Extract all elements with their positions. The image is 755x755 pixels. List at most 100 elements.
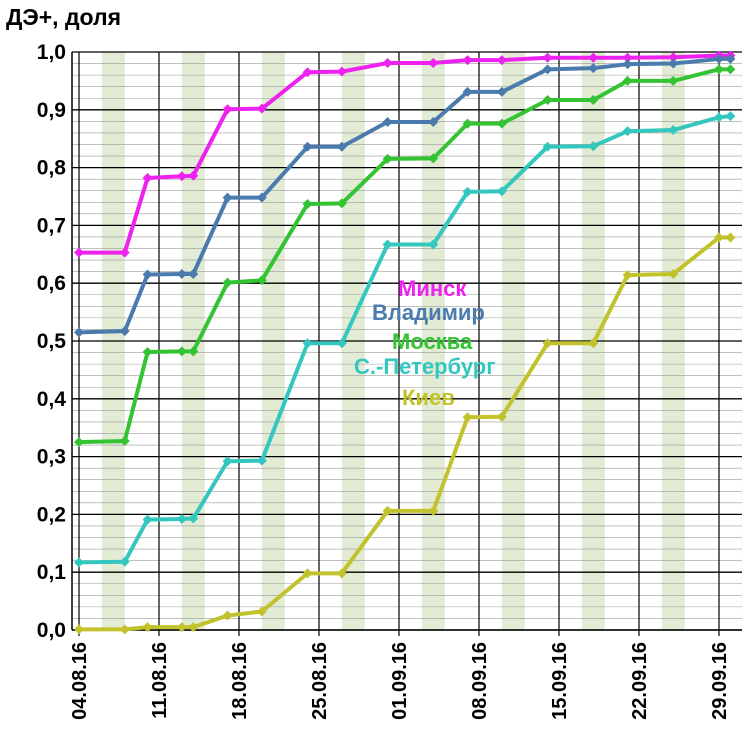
x-tick-label: 01.09.16	[389, 642, 411, 720]
data-point	[428, 57, 439, 68]
data-point	[222, 104, 233, 115]
data-point	[336, 141, 347, 152]
data-point	[382, 505, 393, 516]
data-point	[119, 326, 130, 337]
data-point	[382, 153, 393, 164]
y-tick-label: 0,7	[37, 214, 66, 237]
legend-entry: Москва	[392, 329, 473, 354]
data-point	[496, 55, 507, 66]
data-point	[188, 170, 199, 181]
data-point	[622, 270, 633, 281]
data-point	[142, 269, 153, 280]
data-point	[725, 64, 736, 75]
data-point	[542, 338, 553, 349]
data-point	[714, 64, 724, 75]
data-point	[714, 112, 724, 123]
data-point	[336, 338, 347, 349]
data-point	[462, 86, 473, 97]
data-point	[668, 58, 679, 69]
data-point	[119, 556, 130, 567]
data-point	[714, 53, 724, 64]
legend-entry: Владимир	[372, 300, 485, 325]
data-point	[462, 55, 473, 66]
data-point	[496, 186, 507, 197]
y-tick-label: 0,5	[37, 330, 67, 353]
data-point	[256, 606, 267, 617]
x-tick-label: 15.09.16	[549, 642, 571, 720]
legend-entry: Киев	[402, 385, 455, 410]
data-point	[74, 624, 84, 635]
data-point	[176, 346, 187, 357]
data-point	[725, 232, 736, 243]
data-point	[74, 327, 84, 338]
y-tick-label: 0,9	[37, 99, 66, 122]
y-tick-label: 0,4	[37, 388, 67, 411]
data-point	[428, 505, 439, 516]
data-point	[588, 338, 599, 349]
data-point	[382, 57, 393, 68]
data-point	[142, 346, 153, 357]
x-tick-label: 11.08.16	[149, 642, 171, 719]
data-point	[668, 268, 679, 279]
data-point	[542, 52, 553, 63]
data-point	[302, 141, 313, 152]
data-point	[668, 125, 679, 136]
data-point	[176, 171, 187, 182]
y-tick-label: 1,0	[37, 41, 66, 64]
x-tick-label: 29.09.16	[709, 642, 731, 720]
data-point	[188, 622, 199, 633]
data-point	[176, 268, 187, 279]
y-tick-label: 0,8	[37, 157, 67, 180]
data-point	[622, 75, 633, 86]
data-point	[542, 141, 553, 152]
data-point	[725, 111, 736, 122]
data-point	[496, 411, 507, 422]
data-point	[588, 94, 599, 105]
data-point	[462, 412, 473, 423]
data-point	[222, 456, 233, 467]
x-tick-label: 22.09.16	[629, 642, 651, 720]
data-point	[142, 514, 153, 525]
data-point	[714, 232, 724, 243]
data-point	[496, 118, 507, 129]
data-point	[222, 610, 233, 621]
data-point	[302, 338, 313, 349]
data-point	[176, 514, 187, 525]
data-point	[382, 116, 393, 127]
data-point	[336, 568, 347, 579]
data-point	[74, 247, 84, 258]
data-point	[74, 437, 84, 448]
data-point	[542, 64, 553, 75]
y-tick-label: 0,2	[37, 503, 66, 526]
data-point	[382, 239, 393, 250]
legend-entry: С.-Петербург	[354, 354, 495, 379]
data-point	[119, 624, 130, 635]
data-point	[256, 275, 267, 286]
data-point	[256, 455, 267, 466]
data-point	[622, 52, 633, 63]
x-tick-label: 25.08.16	[309, 642, 331, 720]
data-point	[74, 557, 84, 568]
data-point	[588, 141, 599, 152]
data-point	[336, 66, 347, 77]
x-tick-label: 18.08.16	[229, 642, 251, 720]
data-point	[622, 126, 633, 137]
data-point	[542, 94, 553, 105]
data-point	[725, 53, 736, 64]
data-point	[462, 186, 473, 197]
data-point	[428, 153, 439, 164]
data-point	[119, 435, 130, 446]
data-point	[302, 568, 313, 579]
x-tick-label: 08.09.16	[469, 642, 491, 720]
data-point	[256, 192, 267, 203]
data-point	[142, 173, 153, 184]
data-point	[176, 622, 187, 633]
data-point	[496, 86, 507, 97]
data-point	[428, 239, 439, 250]
x-tick-label: 04.08.16	[69, 642, 91, 720]
data-point	[588, 63, 599, 74]
data-point	[428, 116, 439, 127]
data-point	[142, 622, 153, 633]
data-point	[462, 118, 473, 129]
data-point	[302, 67, 313, 78]
